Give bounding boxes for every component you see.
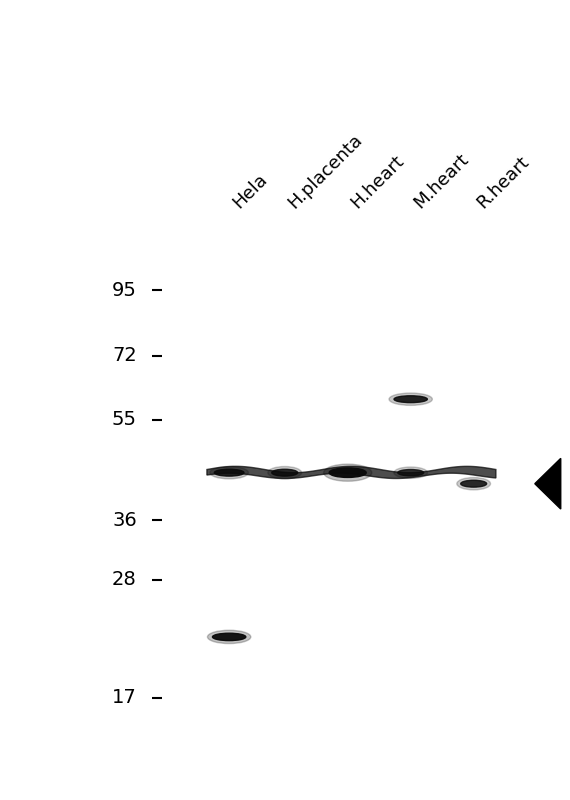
Text: 95: 95: [112, 281, 137, 300]
Text: Hela: Hela: [229, 170, 271, 212]
Text: H.heart: H.heart: [348, 152, 408, 212]
Text: 72: 72: [112, 346, 137, 366]
Text: 28: 28: [112, 570, 137, 590]
Ellipse shape: [207, 630, 251, 643]
Text: H.placenta: H.placenta: [285, 130, 366, 212]
Ellipse shape: [214, 470, 244, 476]
Ellipse shape: [213, 634, 246, 641]
Ellipse shape: [324, 464, 372, 482]
Ellipse shape: [398, 470, 424, 476]
Text: 17: 17: [112, 689, 137, 707]
Ellipse shape: [268, 466, 302, 479]
Polygon shape: [207, 466, 496, 478]
Ellipse shape: [457, 478, 491, 490]
Text: 36: 36: [112, 510, 137, 530]
Ellipse shape: [394, 467, 428, 478]
Ellipse shape: [329, 468, 367, 478]
Text: M.heart: M.heart: [411, 150, 473, 212]
Text: R.heart: R.heart: [474, 153, 533, 212]
Text: 55: 55: [112, 410, 137, 430]
Ellipse shape: [461, 480, 487, 487]
Ellipse shape: [210, 466, 249, 479]
Ellipse shape: [272, 470, 298, 476]
Ellipse shape: [394, 396, 428, 402]
Polygon shape: [535, 458, 561, 509]
Ellipse shape: [389, 393, 433, 406]
